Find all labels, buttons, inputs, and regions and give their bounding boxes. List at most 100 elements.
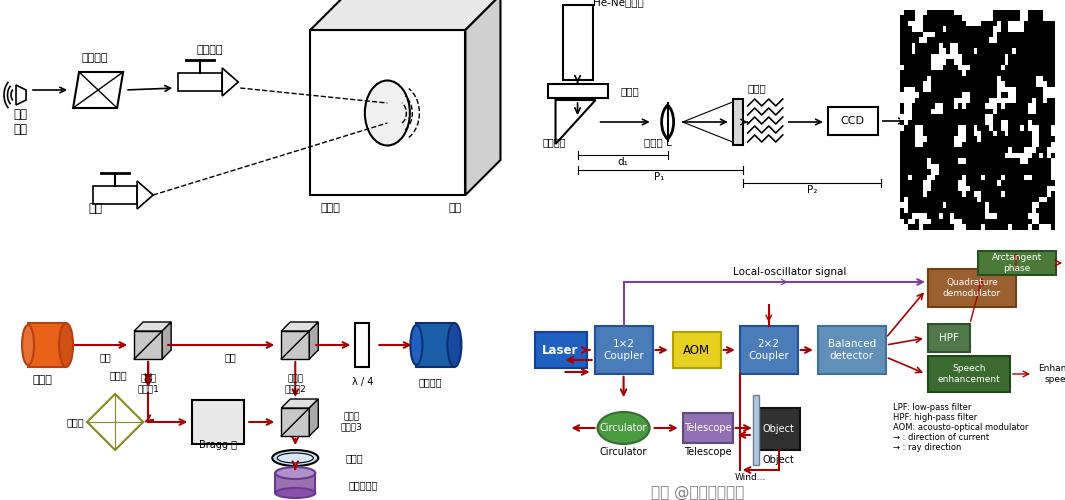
Text: 偏振分
光棱镜3: 偏振分 光棱镜3 <box>341 412 362 432</box>
Text: d₁: d₁ <box>617 157 628 167</box>
Text: 计算机: 计算机 <box>933 70 953 80</box>
Text: Wind...: Wind... <box>735 474 767 482</box>
Text: LPF: low-pass filter: LPF: low-pass filter <box>892 404 971 412</box>
Bar <box>356 323 370 367</box>
Text: 多余光: 多余光 <box>110 370 127 380</box>
Bar <box>923 141 963 149</box>
Polygon shape <box>281 331 309 359</box>
Text: Bragg 盒: Bragg 盒 <box>199 440 237 450</box>
Text: Quadrature
demodulator: Quadrature demodulator <box>943 278 1001 297</box>
Bar <box>978 251 1056 275</box>
Polygon shape <box>134 331 162 359</box>
Polygon shape <box>309 399 318 436</box>
Text: λ / 4: λ / 4 <box>351 377 373 387</box>
Text: Laser: Laser <box>542 344 578 356</box>
Text: 绕光: 绕光 <box>225 352 236 362</box>
Bar <box>733 99 742 145</box>
Polygon shape <box>16 85 26 105</box>
Ellipse shape <box>365 80 410 146</box>
Text: 偏振分
光棱镜1: 偏振分 光棱镜1 <box>137 374 159 394</box>
Ellipse shape <box>22 325 34 365</box>
Bar <box>178 73 223 91</box>
Bar <box>673 332 721 368</box>
Text: 光电探测器: 光电探测器 <box>348 480 378 490</box>
Text: 全反射镜: 全反射镜 <box>542 137 566 147</box>
Polygon shape <box>281 408 309 436</box>
Polygon shape <box>281 322 318 331</box>
Text: 角棱镜: 角棱镜 <box>66 417 84 427</box>
Text: HPF: HPF <box>939 333 958 343</box>
Text: Telescope: Telescope <box>684 447 732 457</box>
Text: 放大滤波: 放大滤波 <box>82 53 109 63</box>
Bar <box>28 323 66 367</box>
Text: 偏振片: 偏振片 <box>345 453 363 463</box>
Bar <box>753 395 758 465</box>
Bar <box>416 323 455 367</box>
Ellipse shape <box>597 412 650 444</box>
Text: HPF: high-pass filter: HPF: high-pass filter <box>892 414 977 422</box>
Text: 激光器: 激光器 <box>32 375 52 385</box>
Text: Circulator: Circulator <box>600 423 648 433</box>
Bar <box>757 408 800 450</box>
Bar <box>192 400 244 444</box>
Ellipse shape <box>447 323 461 367</box>
Polygon shape <box>134 322 171 331</box>
Polygon shape <box>73 72 124 108</box>
Bar <box>535 332 587 368</box>
Text: Speech
enhancement: Speech enhancement <box>937 364 1000 384</box>
Text: Circulator: Circulator <box>600 447 648 457</box>
Bar <box>818 326 886 374</box>
Text: AOM: AOM <box>683 344 710 356</box>
Ellipse shape <box>410 325 423 365</box>
Text: 2×2
Coupler: 2×2 Coupler <box>749 339 789 361</box>
Text: He-Ne激光器: He-Ne激光器 <box>592 0 643 7</box>
Bar <box>740 326 798 374</box>
Bar <box>547 84 607 98</box>
Bar <box>928 356 1010 392</box>
Text: Object: Object <box>763 455 794 465</box>
Text: 知乎 @能歇防激光膜: 知乎 @能歇防激光膜 <box>651 484 744 500</box>
Polygon shape <box>556 100 595 144</box>
Text: 绕光: 绕光 <box>99 352 111 362</box>
Text: 偏振分
光棱镜2: 偏振分 光棱镜2 <box>284 374 306 394</box>
Text: 接收装置: 接收装置 <box>197 45 224 55</box>
Text: 偏振器: 偏振器 <box>621 86 639 96</box>
Text: 声源: 声源 <box>448 203 462 213</box>
Polygon shape <box>162 322 171 359</box>
Bar <box>935 133 951 143</box>
Bar <box>275 473 315 493</box>
Bar <box>310 30 465 195</box>
Bar <box>911 85 974 135</box>
Ellipse shape <box>277 453 313 463</box>
Text: 1×2
Coupler: 1×2 Coupler <box>603 339 644 361</box>
Bar <box>562 5 592 80</box>
Bar <box>828 107 878 135</box>
Text: Telescope: Telescope <box>684 423 732 433</box>
Text: P₂: P₂ <box>806 185 817 195</box>
Text: 光源: 光源 <box>88 202 102 214</box>
Text: CCD: CCD <box>840 116 865 126</box>
Text: Balanced
detector: Balanced detector <box>828 339 875 361</box>
Polygon shape <box>281 399 318 408</box>
Text: → : ray direction: → : ray direction <box>892 444 962 452</box>
Bar <box>919 93 967 129</box>
Polygon shape <box>465 0 501 195</box>
Text: Local-oscillator signal: Local-oscillator signal <box>733 267 846 277</box>
Text: Enhanced
speech: Enhanced speech <box>1038 364 1065 384</box>
Bar <box>93 186 137 204</box>
Ellipse shape <box>59 323 73 367</box>
Bar <box>594 326 653 374</box>
Ellipse shape <box>275 488 315 498</box>
Bar <box>928 269 1016 307</box>
Text: 平面镜: 平面镜 <box>321 203 340 213</box>
Text: Arctangent
phase: Arctangent phase <box>992 254 1042 272</box>
Ellipse shape <box>273 450 318 466</box>
Text: → : direction of current: → : direction of current <box>892 434 989 442</box>
Polygon shape <box>310 0 501 30</box>
Text: 凸透镜 L: 凸透镜 L <box>643 137 672 147</box>
Text: Object: Object <box>763 424 794 434</box>
Ellipse shape <box>275 467 315 479</box>
Text: 毛玻璃: 毛玻璃 <box>748 83 767 93</box>
Polygon shape <box>223 68 239 96</box>
Text: P₁: P₁ <box>654 172 665 182</box>
